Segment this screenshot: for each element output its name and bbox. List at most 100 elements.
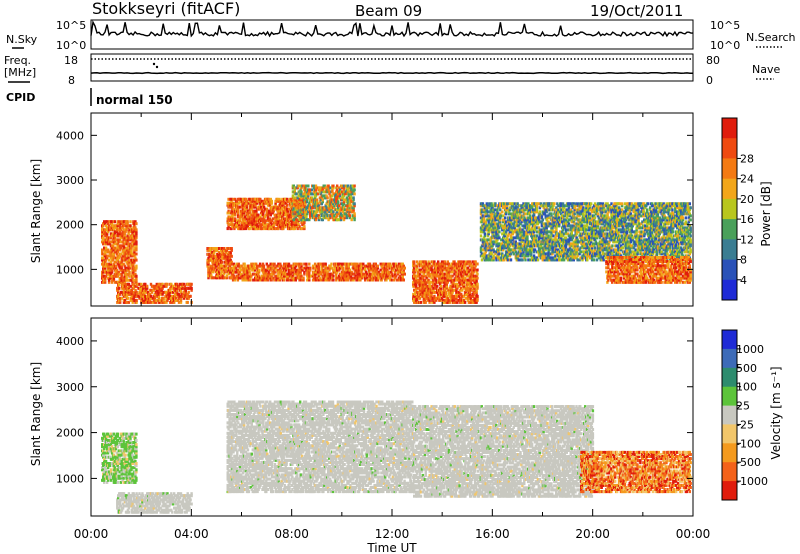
echo-cell bbox=[227, 270, 230, 274]
echo-cell bbox=[344, 190, 348, 194]
echo-cell bbox=[286, 209, 290, 213]
echo-cell bbox=[230, 217, 233, 221]
echo-cell bbox=[157, 296, 160, 300]
echo-cell bbox=[213, 268, 216, 272]
echo-cell bbox=[371, 270, 375, 274]
echo-cell bbox=[207, 247, 210, 250]
echo-cell bbox=[350, 186, 353, 190]
echo-cell bbox=[209, 264, 212, 268]
echo-cell bbox=[126, 288, 130, 292]
echo-cell bbox=[311, 192, 315, 196]
echo-cell bbox=[149, 300, 153, 304]
echo-cell bbox=[298, 204, 301, 208]
echo-cell bbox=[314, 186, 318, 190]
echo-cell bbox=[243, 278, 246, 282]
echo-cell bbox=[272, 264, 275, 268]
echo-cell bbox=[106, 276, 110, 280]
echo-cell bbox=[374, 272, 377, 276]
echo-cell bbox=[347, 192, 350, 196]
echo-cell bbox=[332, 200, 335, 204]
echo-cell bbox=[240, 268, 243, 272]
echo-cell bbox=[135, 242, 138, 246]
echo-cell bbox=[320, 196, 323, 200]
echo-cell bbox=[342, 186, 346, 190]
echo-cell bbox=[230, 262, 234, 266]
echo-cell bbox=[240, 215, 244, 219]
echo-cell bbox=[313, 196, 317, 200]
echo-cell bbox=[290, 221, 294, 225]
echo-cell bbox=[105, 256, 109, 260]
echo-cell bbox=[322, 278, 325, 282]
echo-cell bbox=[327, 188, 330, 192]
echo-cell bbox=[177, 300, 181, 304]
echo-cell bbox=[232, 201, 235, 205]
echo-cell bbox=[399, 276, 403, 280]
echo-cell bbox=[277, 272, 280, 276]
echo-cell bbox=[336, 214, 339, 218]
echo-cell bbox=[476, 272, 479, 276]
echo-cell bbox=[104, 274, 108, 278]
nsearch-label: N.Search bbox=[746, 31, 796, 44]
echo-cell bbox=[315, 198, 319, 202]
echo-cell bbox=[239, 274, 242, 278]
echo-cell bbox=[346, 210, 350, 214]
echo-cell bbox=[350, 190, 353, 194]
freq-unit-label: [MHz] bbox=[4, 66, 36, 79]
echo-cell bbox=[286, 223, 290, 227]
echo-cell bbox=[296, 262, 299, 266]
echo-cell bbox=[119, 296, 122, 300]
echo-cell bbox=[127, 236, 130, 240]
echo-cell bbox=[238, 270, 241, 274]
echo-cell bbox=[295, 202, 298, 206]
echo-cell bbox=[247, 276, 250, 280]
echo-cell bbox=[340, 274, 344, 278]
echo-cell bbox=[314, 188, 318, 192]
echo-cell bbox=[102, 270, 105, 274]
echo-cell bbox=[399, 268, 403, 272]
echo-cell bbox=[129, 226, 132, 230]
echo-cell bbox=[320, 202, 323, 206]
echo-cell bbox=[362, 262, 365, 266]
echo-cell bbox=[347, 262, 350, 266]
echo-cell bbox=[256, 278, 260, 282]
echo-cell bbox=[225, 276, 229, 280]
echo-cell bbox=[118, 282, 121, 286]
echo-cell bbox=[271, 266, 274, 270]
echo-cell bbox=[208, 266, 211, 270]
echo-cell bbox=[122, 252, 125, 256]
echo-cell bbox=[115, 246, 119, 250]
echo-cell bbox=[377, 270, 380, 274]
echo-cell bbox=[365, 270, 368, 274]
echo-cell bbox=[332, 186, 335, 190]
echo-cell bbox=[124, 284, 128, 288]
echo-cell bbox=[144, 298, 147, 302]
echo-cell bbox=[374, 278, 377, 282]
echo-cell bbox=[220, 260, 224, 264]
echo-cell bbox=[283, 272, 286, 276]
echo-cell bbox=[104, 242, 108, 246]
echo-cell bbox=[104, 232, 107, 236]
echo-cell bbox=[336, 276, 339, 280]
echo-cell bbox=[162, 298, 165, 302]
echo-cell bbox=[403, 272, 406, 276]
echo-cell bbox=[128, 238, 131, 242]
echo-cell bbox=[342, 206, 346, 210]
echo-cell bbox=[301, 268, 304, 272]
echo-cell bbox=[117, 294, 120, 298]
echo-cell bbox=[333, 214, 336, 218]
echo-cell bbox=[363, 272, 366, 276]
echo-cell bbox=[337, 206, 340, 210]
echo-cell bbox=[337, 266, 340, 270]
echo-cell bbox=[232, 197, 235, 201]
echo-cell bbox=[131, 290, 134, 294]
echo-cell bbox=[286, 274, 290, 278]
echo-cell bbox=[262, 274, 266, 278]
echo-cell bbox=[305, 192, 308, 196]
echo-cell bbox=[305, 184, 308, 188]
echo-cell bbox=[272, 223, 275, 227]
echo-cell bbox=[293, 227, 296, 231]
echo-cell bbox=[377, 276, 380, 280]
echo-cell bbox=[255, 219, 258, 223]
echo-cell bbox=[344, 212, 348, 216]
echo-cell bbox=[241, 199, 245, 203]
